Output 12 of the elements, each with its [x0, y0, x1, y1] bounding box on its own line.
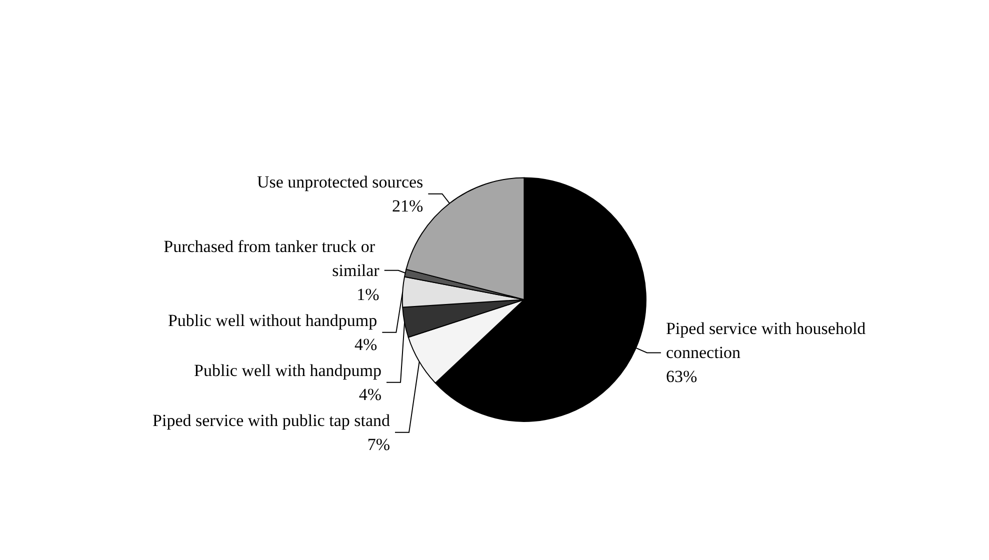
slice-label: Public well without handpump [168, 310, 378, 330]
data-label: 4% [358, 384, 382, 404]
data-label: 63% [666, 367, 698, 386]
slice-label: Piped service with household connection [666, 319, 870, 362]
data-label: 1% [356, 284, 380, 304]
slice-label: Public well with handpump [194, 360, 382, 380]
data-label: 7% [367, 434, 390, 454]
data-label: 21% [392, 196, 424, 216]
slice-label: Use unprotected sources [256, 172, 424, 192]
slice-label: Piped service with public tap stand [152, 410, 390, 430]
slice-label: Purchased from tanker truck or similar [164, 236, 380, 280]
data-label: 4% [354, 334, 378, 354]
